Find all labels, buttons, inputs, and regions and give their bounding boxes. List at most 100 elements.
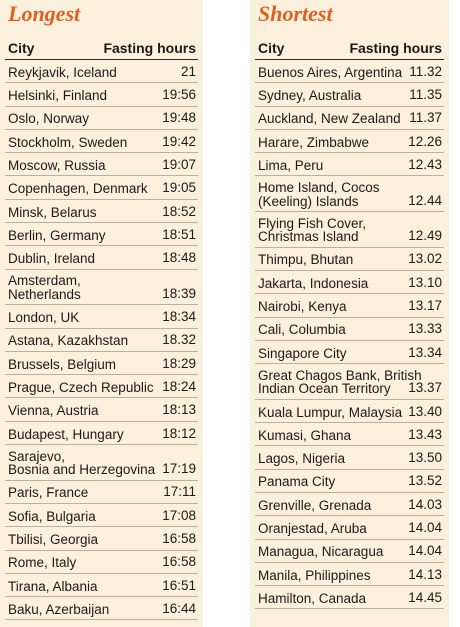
table-row: Sydney, Australia 11.35 (255, 83, 444, 107)
city-cell: Dublin, Ireland (8, 251, 96, 267)
city-cell: Amsterdam, Netherlands (8, 273, 81, 302)
shortest-title: Shortest (258, 1, 333, 26)
shortest-rows: Buenos Aires, Argentina 11.32 Sydney, Aust… (255, 60, 444, 610)
fasting-hours-cell: 16:51 (162, 577, 196, 593)
city-cell: Grenville, Grenada (258, 497, 372, 513)
city-cell: Cali, Columbia (258, 322, 346, 338)
table-row: Cali, Columbia 13.33 (255, 318, 444, 341)
shortest-header: City Fasting hours (255, 36, 444, 60)
city-cell: Prague, Czech Republic (8, 379, 154, 395)
city-cell: Lima, Peru (258, 157, 324, 173)
fasting-hours-cell: 16:58 (162, 531, 196, 547)
city-cell: London, UK (8, 310, 80, 326)
table-row: Oslo, Norway 19:48 (5, 107, 198, 130)
table-row: Manila, Philippines 14.13 (255, 563, 444, 587)
city-cell: Minsk, Belarus (8, 204, 97, 220)
city-cell: Jakarta, Indonesia (258, 275, 369, 291)
table-row: Kuala Lumpur, Malaysia 13.40 (255, 400, 444, 424)
longest-rows: Reykjavik, Iceland 21 Helsinki, Finland 19:… (5, 60, 198, 621)
column-header-fasting-hours: Fasting hours (349, 40, 442, 56)
fasting-hours-cell: 12.26 (408, 133, 442, 149)
fasting-hours-cell: 16:44 (162, 600, 196, 616)
shortest-table: Shortest City Fasting hours Buenos Aires… (250, 0, 449, 627)
table-row: Lagos, Nigeria 13.50 (255, 446, 444, 470)
city-cell: Flying Fish Cover, Christmas Island (258, 215, 367, 245)
fasting-hours-cell: 14.13 (408, 566, 442, 582)
longest-title: Longest (8, 1, 81, 26)
city-cell: Sydney, Australia (258, 88, 362, 104)
table-row: Flying Fish Cover, Christmas Island 12.49 (255, 212, 444, 248)
table-row: Reykjavik, Iceland 21 (5, 60, 198, 84)
city-cell: Budapest, Hungary (8, 426, 124, 442)
city-cell: Auckland, New Zealand (258, 111, 401, 127)
fasting-hours-cell: 11.35 (409, 87, 442, 103)
table-row: Oranjestad, Aruba 14.04 (255, 516, 444, 540)
fasting-hours-cell: 17:11 (163, 484, 196, 500)
city-cell: Stockholm, Sweden (8, 134, 128, 150)
table-row: Lima, Peru 12.43 (255, 153, 444, 177)
table-row: Tbilisi, Georgia 16:58 (5, 527, 198, 551)
table-row: Stockholm, Sweden 19:42 (5, 130, 198, 154)
column-header-city: City (8, 40, 35, 56)
table-row: Rome, Italy 16:58 (5, 551, 198, 574)
fasting-hours-cell: 18:51 (162, 226, 196, 242)
table-row: Managua, Nicaragua 14.04 (255, 540, 444, 563)
longest-table: Longest City Fasting hours Reykjavik, Ic… (0, 0, 203, 627)
city-cell: Vienna, Austria (8, 403, 99, 419)
city-cell: Buenos Aires, Argentina (258, 64, 403, 80)
table-row: Panama City 13.52 (255, 470, 444, 493)
fasting-hours-cell: 11.32 (409, 63, 442, 79)
city-cell: Singapore City (258, 345, 347, 361)
fasting-hours-cell: 12.44 (408, 192, 442, 208)
city-cell: Sofia, Bulgaria (8, 508, 96, 524)
table-row: Helsinki, Finland 19:56 (5, 83, 198, 107)
city-cell: Lagos, Nigeria (258, 451, 346, 467)
table-row: Minsk, Belarus 18:52 (5, 200, 198, 224)
table-row: Great Chagos Bank, British Indian Ocean … (255, 364, 444, 400)
table-row: Budapest, Hungary 18:12 (5, 422, 198, 446)
city-cell: Reykjavik, Iceland (8, 64, 117, 80)
city-cell: Astana, Kazakhstan (8, 333, 129, 349)
city-cell: Kuala Lumpur, Malaysia (258, 404, 403, 420)
fasting-hours-cell: 12.49 (408, 228, 442, 244)
table-row: Grenville, Grenada 14.03 (255, 493, 444, 517)
table-row: Astana, Kazakhstan 18.32 (5, 329, 198, 352)
fasting-hours-cell: 18.32 (162, 332, 196, 348)
fasting-hours-cell: 14.03 (408, 496, 442, 512)
fasting-hours-cell: 19:56 (162, 87, 196, 103)
table-row: Harare, Zimbabwe 12.26 (255, 130, 444, 154)
city-cell: Thimpu, Bhutan (258, 252, 354, 268)
city-cell: Rome, Italy (8, 555, 77, 571)
fasting-hours-cell: 13.40 (408, 403, 442, 419)
fasting-hours-cell: 16:58 (162, 554, 196, 570)
city-cell: Moscow, Russia (8, 157, 106, 173)
city-cell: Berlin, Germany (8, 227, 106, 243)
city-cell: Hamilton, Canada (258, 590, 367, 606)
fasting-hours-cell: 17:08 (162, 507, 196, 523)
table-row: Berlin, Germany 18:51 (5, 223, 198, 247)
table-row: Hamilton, Canada 14.45 (255, 586, 444, 610)
city-cell: Baku, Azerbaijan (8, 601, 110, 617)
fasting-hours-cell: 13.34 (408, 344, 442, 360)
table-row: Sarajevo, Bosnia and Herzegovina 17:19 (5, 445, 198, 481)
table-row: Jakarta, Indonesia 13.10 (255, 271, 444, 295)
city-cell: Tbilisi, Georgia (8, 532, 99, 548)
city-cell: Copenhagen, Denmark (8, 181, 148, 197)
fasting-hours-cell: 18:52 (162, 203, 196, 219)
fasting-hours-cell: 19:07 (162, 156, 196, 172)
fasting-hours-cell: 18:34 (162, 309, 196, 325)
city-cell: Sarajevo, Bosnia and Herzegovina (8, 448, 156, 478)
city-cell: Nairobi, Kenya (258, 299, 347, 315)
table-row: Thimpu, Bhutan 13.02 (255, 248, 444, 271)
table-row: Sofia, Bulgaria 17:08 (5, 504, 198, 528)
fasting-hours-cell: 12.43 (408, 156, 442, 172)
fasting-hours-cell: 18:13 (162, 402, 196, 418)
table-row: Baku, Azerbaijan 16:44 (5, 597, 198, 621)
city-cell: Manila, Philippines (258, 567, 371, 583)
city-cell: Panama City (258, 474, 336, 490)
city-cell: Helsinki, Finland (8, 88, 108, 104)
city-cell: Home Island, Cocos (Keeling) Islands (258, 180, 380, 209)
fasting-hours-cell: 19:42 (162, 133, 196, 149)
fasting-hours-cell: 13.10 (408, 274, 442, 290)
city-cell: Kumasi, Ghana (258, 427, 352, 443)
